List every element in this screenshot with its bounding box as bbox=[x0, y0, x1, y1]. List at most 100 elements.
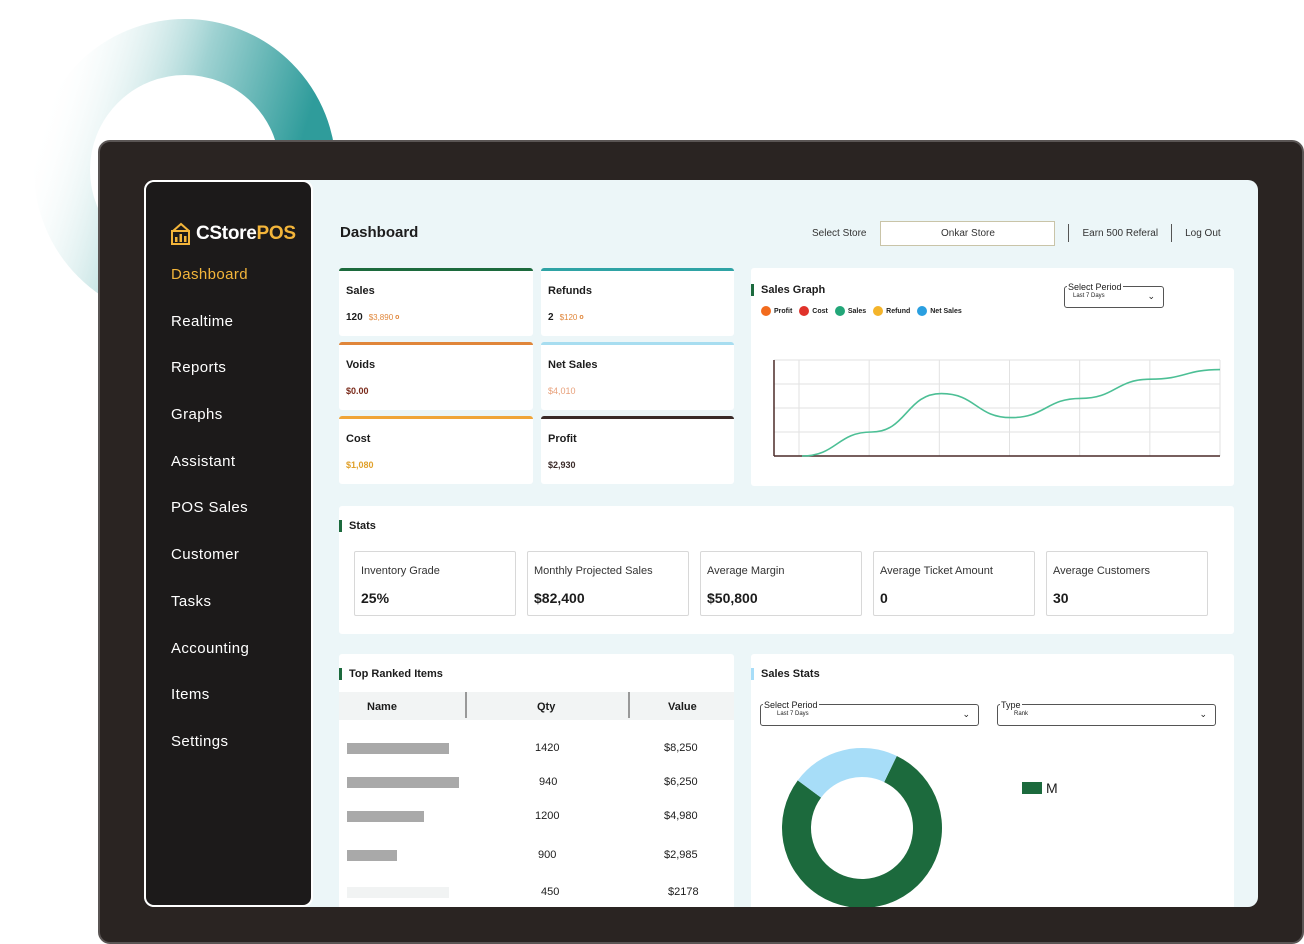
legend-item-cost: Cost bbox=[799, 306, 828, 316]
sidebar-item-accounting[interactable]: Accounting bbox=[171, 639, 250, 657]
period-value: Last 7 Days bbox=[777, 711, 809, 717]
stat-value: 30 bbox=[1053, 590, 1069, 606]
metric-card-profit[interactable]: Profit $2,930 bbox=[541, 416, 734, 484]
table-row[interactable]: 1420 $8,250 bbox=[339, 739, 734, 759]
row-value: $8,250 bbox=[664, 742, 698, 754]
sidebar-item-customer[interactable]: Customer bbox=[171, 546, 240, 564]
legend-dot-icon bbox=[917, 306, 928, 316]
divider bbox=[1068, 224, 1070, 242]
graph-period-select[interactable]: Select Period Last 7 Days ⌄ bbox=[1064, 282, 1164, 308]
legend-dot-icon bbox=[834, 306, 845, 316]
metric-value: $1,080 bbox=[346, 460, 374, 470]
metric-card-net-sales[interactable]: Net Sales $4,010 bbox=[541, 342, 734, 410]
stat-average-margin: Average Margin $50,800 bbox=[700, 551, 862, 616]
period-value: Last 7 Days bbox=[1073, 293, 1105, 299]
table-row[interactable]: 450 $2178 bbox=[339, 883, 734, 903]
sales-line-chart bbox=[773, 359, 1221, 457]
stat-monthly-projected-sales: Monthly Projected Sales $82,400 bbox=[527, 551, 689, 616]
metric-value: $4,010 bbox=[548, 386, 576, 396]
logout-link[interactable]: Log Out bbox=[1185, 227, 1221, 239]
table-header: Name Qty Value bbox=[339, 692, 734, 720]
legend-item-profit: Profit bbox=[761, 306, 792, 316]
legend-item-sales: Sales bbox=[834, 306, 866, 316]
top-ranked-items-card: Top Ranked Items Name Qty Value 1420 $8,… bbox=[339, 654, 734, 907]
store-select[interactable]: Onkar Store bbox=[880, 220, 1056, 246]
legend-label: M bbox=[1046, 780, 1058, 796]
donut-slice-1 bbox=[797, 748, 897, 798]
period-label: Select Period bbox=[1067, 282, 1123, 292]
row-qty: 1200 bbox=[535, 810, 560, 822]
legend-dot-icon bbox=[799, 306, 810, 316]
column-divider bbox=[628, 692, 630, 718]
column-header-value[interactable]: Value bbox=[668, 701, 697, 713]
sidebar-item-tasks[interactable]: Tasks bbox=[171, 592, 212, 610]
table-row[interactable]: 1200 $4,980 bbox=[339, 807, 734, 827]
top-bar: Select Store Onkar Store Earn 500 Refera… bbox=[812, 220, 1221, 246]
metric-subvalue: $3,890 bbox=[368, 313, 394, 322]
stat-label: Monthly Projected Sales bbox=[534, 565, 653, 577]
metric-title: Profit bbox=[548, 433, 577, 445]
sales-stats-type-select[interactable]: Type Rank ⌄ bbox=[997, 700, 1216, 726]
legend-dot-icon bbox=[761, 306, 771, 316]
row-value: $2178 bbox=[668, 886, 699, 898]
stat-label: Average Margin bbox=[707, 565, 785, 577]
sales-graph-card: Sales Graph Profit Cost Sales Refund Net… bbox=[751, 268, 1234, 486]
chevron-down-icon: ⌄ bbox=[1147, 291, 1155, 301]
sidebar-item-assistant[interactable]: Assistant bbox=[171, 452, 236, 470]
table-row[interactable]: 940 $6,250 bbox=[339, 773, 734, 793]
table-row[interactable]: 900 $2,985 bbox=[339, 846, 734, 866]
item-name-placeholder bbox=[347, 743, 449, 754]
store-logo-icon bbox=[171, 222, 190, 245]
column-header-name[interactable]: Name bbox=[367, 701, 397, 713]
row-qty: 450 bbox=[541, 886, 560, 898]
chart-legend: Profit Cost Sales Refund Net Sales bbox=[761, 306, 962, 316]
metric-value: 120 bbox=[346, 312, 363, 323]
donut-legend: M bbox=[1022, 780, 1058, 796]
sales-graph-title: Sales Graph bbox=[751, 284, 825, 296]
stat-inventory-grade: Inventory Grade 25% bbox=[354, 551, 516, 616]
sidebar-item-items[interactable]: Items bbox=[171, 686, 210, 704]
metric-card-cost[interactable]: Cost $1,080 bbox=[339, 416, 533, 484]
stat-value: $82,400 bbox=[534, 590, 585, 606]
donut-slice-0 bbox=[782, 755, 942, 907]
item-name-placeholder bbox=[347, 811, 424, 822]
stats-title: Stats bbox=[339, 520, 376, 532]
metric-card-sales[interactable]: Sales 120 $3,890 o bbox=[339, 268, 533, 336]
metric-value: $2,930 bbox=[548, 460, 576, 470]
sidebar-item-pos-sales[interactable]: POS Sales bbox=[171, 499, 248, 517]
top-items-title: Top Ranked Items bbox=[339, 668, 443, 680]
legend-dot-icon bbox=[873, 306, 884, 316]
sidebar-nav: Dashboard Realtime Reports Graphs Assist… bbox=[171, 266, 249, 780]
sidebar-item-realtime[interactable]: Realtime bbox=[171, 312, 234, 330]
app-logo[interactable]: CStorePOS bbox=[170, 222, 296, 246]
logo-text-suffix: POS bbox=[256, 223, 297, 244]
metric-card-refunds[interactable]: Refunds 2 $120 o bbox=[541, 268, 734, 336]
sidebar-item-graphs[interactable]: Graphs bbox=[171, 406, 223, 424]
row-qty: 1420 bbox=[535, 742, 560, 754]
sales-donut-chart bbox=[782, 748, 942, 907]
sidebar-item-settings[interactable]: Settings bbox=[171, 732, 229, 750]
referral-link[interactable]: Earn 500 Referal bbox=[1082, 227, 1159, 239]
chevron-down-icon: ⌄ bbox=[962, 709, 970, 719]
sales-stats-period-select[interactable]: Select Period Last 7 Days ⌄ bbox=[760, 700, 979, 726]
stat-value: 0 bbox=[880, 590, 888, 606]
info-dot-icon: o bbox=[395, 314, 400, 321]
row-value: $6,250 bbox=[664, 776, 698, 788]
sidebar: CStorePOS Dashboard Realtime Reports Gra… bbox=[144, 180, 313, 907]
item-name-placeholder bbox=[347, 777, 459, 788]
column-header-qty[interactable]: Qty bbox=[537, 701, 556, 713]
column-divider bbox=[465, 692, 467, 718]
stat-average-ticket-amount: Average Ticket Amount 0 bbox=[873, 551, 1035, 616]
chevron-down-icon: ⌄ bbox=[1199, 709, 1207, 719]
sales-series-line bbox=[801, 368, 1221, 457]
legend-label: Net Sales bbox=[930, 307, 962, 315]
metric-card-voids[interactable]: Voids $0.00 bbox=[339, 342, 533, 410]
sidebar-item-reports[interactable]: Reports bbox=[171, 359, 227, 377]
legend-label: Cost bbox=[812, 307, 828, 315]
row-value: $2,985 bbox=[664, 849, 698, 861]
page-title: Dashboard bbox=[340, 224, 419, 241]
sidebar-item-dashboard[interactable]: Dashboard bbox=[171, 266, 248, 283]
stat-label: Inventory Grade bbox=[361, 565, 440, 577]
metric-subvalue: $120 bbox=[559, 313, 578, 322]
metric-title: Voids bbox=[346, 359, 376, 371]
